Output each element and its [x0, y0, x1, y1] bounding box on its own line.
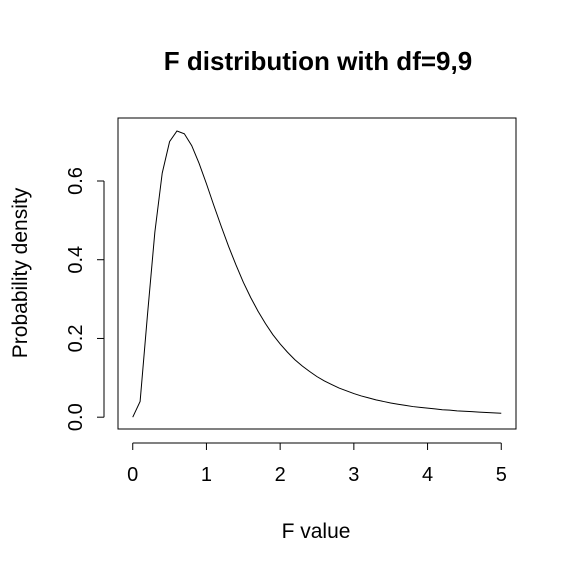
x-tick-label: 3	[348, 464, 359, 486]
x-tick-label: 0	[127, 464, 138, 486]
plot-frame	[117, 117, 517, 430]
y-tick-label: 0.2	[65, 325, 87, 353]
x-tick-label: 1	[201, 464, 212, 486]
y-axis: 0.0 0.2 0.4 0.6	[65, 167, 105, 431]
density-curve	[132, 130, 502, 418]
x-axis-title: F value	[282, 520, 351, 543]
chart-title: F distribution with df=9,9	[164, 46, 472, 76]
y-tick-label: 0.6	[65, 167, 87, 195]
y-tick-label: 0.4	[65, 246, 87, 274]
y-tick-label: 0.0	[65, 403, 87, 431]
x-axis: 0 1 2 3 4 5	[127, 442, 507, 486]
x-tick-label: 2	[275, 464, 286, 486]
x-tick-label: 5	[496, 464, 507, 486]
x-tick-label: 4	[422, 464, 433, 486]
y-axis-title: Probability density	[9, 187, 32, 358]
